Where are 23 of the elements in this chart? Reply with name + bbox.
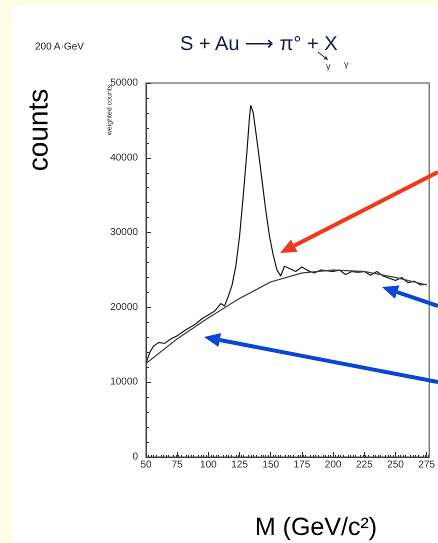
y-tick-label: 50000 <box>110 78 138 88</box>
chart-subtitle: S + Au ⟶ π° + X <box>180 33 338 55</box>
line-series <box>145 104 428 364</box>
x-tick-label: 225 <box>356 460 374 470</box>
y-axis-title: counts <box>22 88 54 172</box>
y-tick-label: 10000 <box>110 376 138 388</box>
y-tick-label: 20000 <box>110 302 138 313</box>
x-tick-label: 175 <box>294 460 311 470</box>
x-axis-title: M (GeV/c²) <box>254 513 378 541</box>
x-tick-label: 150 <box>262 460 280 470</box>
x-tick-label: 100 <box>200 460 218 470</box>
y-tick-label: 0 <box>132 452 138 462</box>
x-tick-label: 200 <box>324 460 342 470</box>
text: γ <box>344 59 349 69</box>
x-tick-label: 250 <box>387 460 404 470</box>
text: 200 A·GeV <box>35 42 84 52</box>
y-tick-label: 30000 <box>110 227 138 238</box>
x-tick-label: 275 <box>418 460 436 470</box>
x-tick-label: 75 <box>172 460 184 470</box>
x-tick-label: 50 <box>140 460 152 470</box>
text: γ <box>326 61 331 71</box>
x-tick-label: 125 <box>231 460 248 470</box>
y-tick-label: 40000 <box>110 152 138 164</box>
